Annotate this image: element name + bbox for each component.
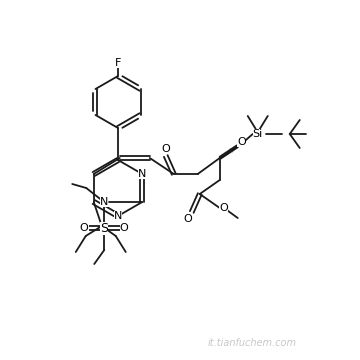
Text: Si: Si <box>253 129 263 139</box>
Text: S: S <box>100 221 108 234</box>
Text: N: N <box>100 197 108 207</box>
Text: N: N <box>138 169 147 179</box>
Text: F: F <box>115 58 121 68</box>
Text: O: O <box>80 223 89 233</box>
Text: O: O <box>183 214 192 224</box>
Text: O: O <box>219 203 228 213</box>
Text: it.tianfuchem.com: it.tianfuchem.com <box>207 338 297 348</box>
Text: O: O <box>120 223 129 233</box>
Text: O: O <box>237 137 246 147</box>
Text: O: O <box>161 144 170 154</box>
Text: N: N <box>114 211 122 221</box>
